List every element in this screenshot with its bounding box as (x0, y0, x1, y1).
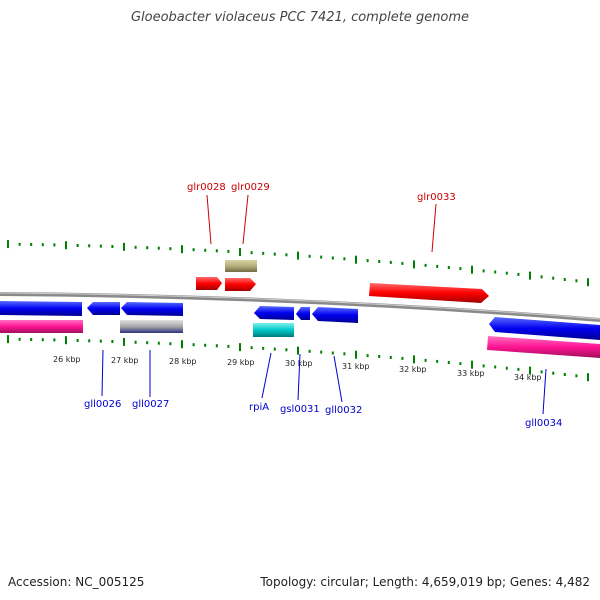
gene-label-glr0028: glr0028 (187, 182, 226, 193)
kbp-label: 32 kbp (399, 365, 427, 374)
gene-label-gll0026: gll0026 (84, 399, 121, 410)
rna-feature-2[interactable] (487, 336, 600, 358)
leader-line (261, 352, 272, 399)
gene-label-rpiA: rpiA (249, 402, 269, 413)
kbp-label: 27 kbp (111, 356, 139, 365)
gene-label-gsl0031: gsl0031 (280, 404, 320, 415)
leader-line (297, 353, 301, 401)
cyan-feature[interactable] (253, 323, 294, 337)
gene-label-gll0027: gll0027 (132, 399, 169, 410)
gene-gsl0031[interactable] (296, 307, 310, 320)
kbp-label: 26 kbp (53, 355, 81, 364)
gene-label-glr0033: glr0033 (417, 192, 456, 203)
leader-line (333, 355, 343, 403)
leader-line (101, 349, 104, 397)
kbp-label: 30 kbp (285, 359, 313, 368)
kbp-label: 28 kbp (169, 357, 197, 366)
gene-glr0033[interactable] (369, 283, 489, 303)
pseudogene-feature[interactable] (225, 260, 257, 272)
genome-backbone (0, 292, 600, 322)
outer-tick-row (7, 240, 589, 287)
leader-line (242, 194, 249, 245)
gene-gll0026[interactable] (0, 301, 82, 316)
leader-line (542, 368, 547, 415)
kbp-label: 29 kbp (227, 358, 255, 367)
accession-text: Accession: NC_005125 (8, 575, 145, 589)
grey-feature[interactable] (120, 320, 183, 333)
gene-rpiA[interactable] (254, 306, 294, 320)
gene-gll0027[interactable] (121, 302, 183, 316)
genome-summary-text: Topology: circular; Length: 4,659,019 bp… (260, 575, 590, 589)
gene-gll0034[interactable] (489, 317, 600, 340)
kbp-label: 31 kbp (342, 362, 370, 371)
rna-feature[interactable] (0, 320, 83, 333)
leader-line (431, 203, 437, 253)
kbp-label: 33 kbp (457, 369, 485, 378)
gene-label-gll0034: gll0034 (525, 418, 562, 429)
leader-line (206, 194, 212, 245)
gene-glr0028[interactable] (196, 277, 222, 290)
genome-backbone-highlight (0, 292, 600, 320)
inner-tick-row (7, 335, 589, 382)
gene-glr0029[interactable] (225, 278, 256, 291)
gene-gll0032[interactable] (312, 307, 358, 323)
gene-label-glr0029: glr0029 (231, 182, 270, 193)
gene-label-gll0032: gll0032 (325, 405, 362, 416)
kbp-label: 34 kbp (514, 373, 542, 382)
page-title: Gloeobacter violaceus PCC 7421, complete… (130, 10, 470, 25)
gene-gll0026-b[interactable] (87, 302, 120, 315)
